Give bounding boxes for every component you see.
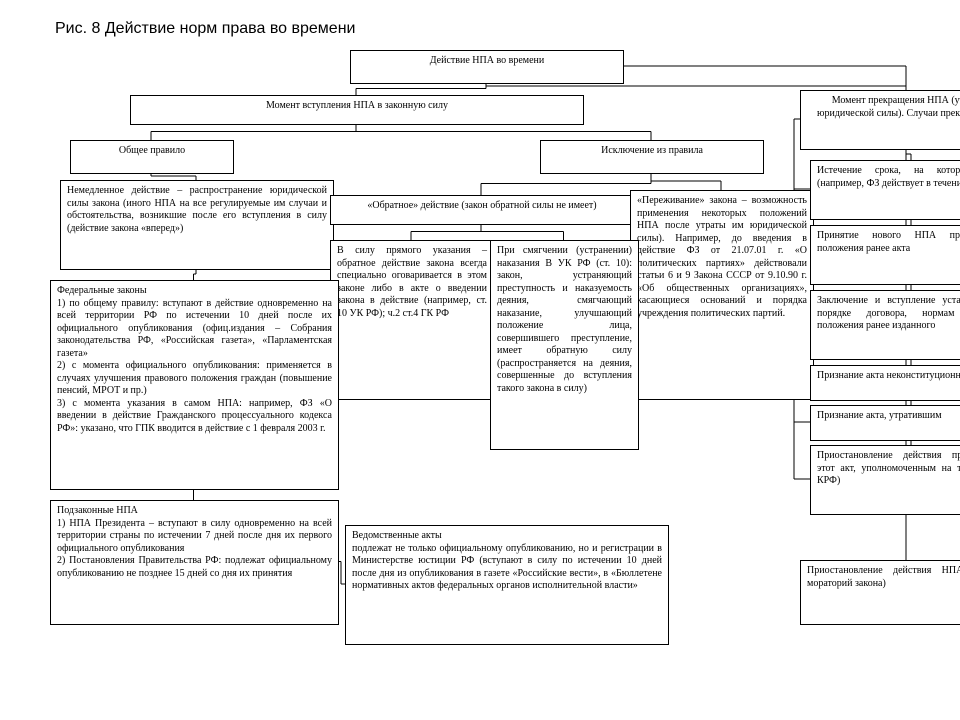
node-root: Действие НПА во времени: [350, 50, 624, 84]
node-sublaws: Подзаконные НПА 1) НПА Президента – всту…: [50, 500, 339, 625]
node-moment_out: Момент прекращения НПА (утрата юридическ…: [800, 90, 960, 150]
node-t3: Заключение и вступление установленном по…: [810, 290, 960, 360]
node-vedom: Ведомственные акты подлежат не только оф…: [345, 525, 669, 645]
node-retro_head: «Обратное» действие (закон обратной силы…: [330, 195, 634, 225]
node-survive: «Переживание» закона – возможность приме…: [630, 190, 814, 400]
node-t5: Признание акта, утратившим: [810, 405, 960, 441]
node-retro_b: При смягчении (устранении) наказания В У…: [490, 240, 639, 450]
node-t4: Признание акта неконституционным: [810, 365, 960, 401]
node-moment_in: Момент вступления НПА в законную силу: [130, 95, 584, 125]
node-immediate: Немедленное действие – распространение ю…: [60, 180, 334, 270]
node-fedlaws: Федеральные законы 1) по общему правилу:…: [50, 280, 339, 490]
node-t6: Приостановление действия принявшими этот…: [810, 445, 960, 515]
node-exception: Исключение из правила: [540, 140, 764, 174]
node-retro_a: В силу прямого указания – обратное дейст…: [330, 240, 494, 400]
node-t1: Истечение срока, на который НПА (наприме…: [810, 160, 960, 220]
node-suspend: Приостановление действия НПА (закона, мо…: [800, 560, 960, 625]
node-t2: Принятие нового НПА противоречат положен…: [810, 225, 960, 285]
node-general: Общее правило: [70, 140, 234, 174]
